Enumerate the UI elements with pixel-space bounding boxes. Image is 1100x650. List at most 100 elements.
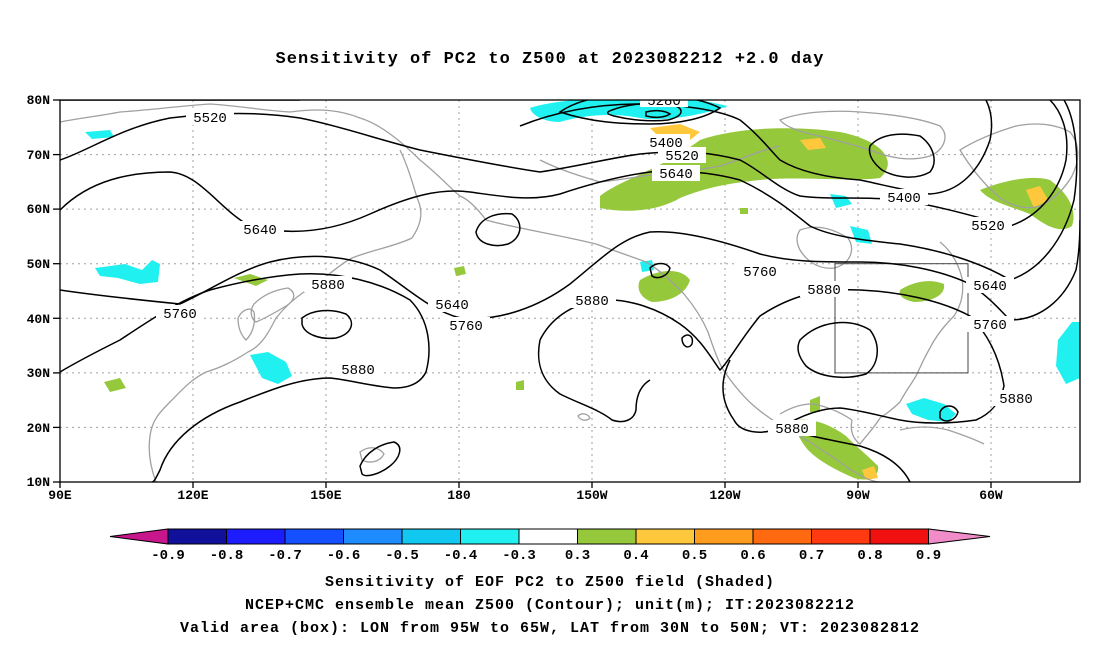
contour-5880-loop-pacific xyxy=(301,309,353,340)
axis-ticks xyxy=(53,99,992,488)
colorbar-tick-label: 0.6 xyxy=(740,548,765,564)
contour-label-13-text: 5760 xyxy=(743,265,777,281)
green-patch-mexico xyxy=(795,419,879,480)
lat-label-50n: 50N xyxy=(27,257,50,272)
contour-label-7-text: 5880 xyxy=(311,278,345,294)
contour-5880-small-1 xyxy=(681,334,694,348)
lat-label-70n: 70N xyxy=(27,148,50,163)
contour-label-19-text: 5880 xyxy=(999,392,1033,408)
contour-label-4: 5520 xyxy=(658,147,706,165)
coast-korea xyxy=(237,308,256,341)
contour-5280 xyxy=(558,100,722,125)
coast-greenland xyxy=(959,123,1079,209)
longitude-labels: 90E 120E 150E 180 150W 120W 90W 60W xyxy=(48,488,1003,503)
contour-5400-loop xyxy=(868,133,935,178)
contour-label-15: 5400 xyxy=(880,189,928,207)
coast-hawaii xyxy=(577,413,591,421)
contour-label-10-text: 5760 xyxy=(449,319,483,335)
contour-label-5: 5640 xyxy=(652,165,700,183)
contour-5280-core xyxy=(645,109,672,119)
green-patch-alaska xyxy=(638,270,690,302)
coast-florida xyxy=(850,417,881,445)
colorbar-swatch xyxy=(401,528,461,545)
lat-label-10n: 10N xyxy=(27,475,50,490)
colorbar-tick-label: 0.5 xyxy=(682,548,707,564)
cyan-patch-pacific xyxy=(250,352,292,384)
lon-label-150w: 150W xyxy=(576,488,607,503)
yellow-patch-greenland xyxy=(1026,186,1048,208)
contour-label-20: 5880 xyxy=(768,420,816,438)
contour-label-12: 5880 xyxy=(334,361,382,379)
colorbar-tick-label: -0.9 xyxy=(151,548,185,564)
green-patch-small-4 xyxy=(516,380,524,390)
colorbar-tick-label: 0.4 xyxy=(623,548,648,564)
contour-5760 xyxy=(60,219,1080,321)
contour-5880-central xyxy=(539,288,1005,433)
coast-na-east xyxy=(879,241,964,419)
colorbar-swatch xyxy=(167,528,227,545)
coast-kamchatka xyxy=(399,149,422,239)
contour-label-3: 5400 xyxy=(642,134,690,152)
contour-labels: 5520 5280 5400 5520 5640 5640 5880 5760 … xyxy=(156,94,1040,438)
contour-5400-north xyxy=(60,100,993,195)
contour-label-4-text: 5520 xyxy=(665,149,699,165)
colorbar-swatch xyxy=(284,528,344,545)
colorbar-tick-label: 0.8 xyxy=(857,548,882,564)
lat-label-60n: 60N xyxy=(27,202,50,217)
lat-label-20n: 20N xyxy=(27,421,50,436)
colorbar-swatch xyxy=(518,528,578,545)
contour-label-8: 5760 xyxy=(156,305,204,323)
footer-line-3: Valid area (box): LON from 95W to 65W, L… xyxy=(179,620,921,637)
lon-label-120e: 120E xyxy=(177,488,208,503)
green-patch-small-5 xyxy=(740,208,748,214)
coast-asia-east xyxy=(148,237,413,482)
lon-label-60w: 60W xyxy=(979,488,1003,503)
contour-label-16-text: 5520 xyxy=(971,219,1005,235)
contour-label-15-text: 5400 xyxy=(887,191,921,207)
colorbar-tick-label: -0.3 xyxy=(502,548,536,564)
cyan-patch-west xyxy=(85,130,114,139)
contour-label-5-text: 5640 xyxy=(659,167,693,183)
contour-label-2: 5280 xyxy=(640,94,688,110)
colorbar-swatch xyxy=(343,528,403,545)
contour-label-6: 5640 xyxy=(236,221,284,239)
contour-label-12-text: 5880 xyxy=(341,363,375,379)
contour-label-14-text: 5880 xyxy=(807,283,841,299)
contour-label-17: 5640 xyxy=(966,277,1014,295)
contour-label-10: 5760 xyxy=(442,317,490,335)
contour-label-2-text: 5280 xyxy=(647,94,681,110)
coast-pacific-islands xyxy=(359,447,385,463)
colorbar-tick-label: -0.7 xyxy=(268,548,302,564)
coast-japan xyxy=(250,287,295,323)
green-patch-northeast-us xyxy=(899,281,945,302)
contour-label-19: 5880 xyxy=(992,390,1040,408)
coast-gulf xyxy=(779,403,853,421)
colorbar-tick-label: -0.8 xyxy=(210,548,244,564)
colorbar-tick-label: 0.9 xyxy=(916,548,941,564)
colorbar-swatch xyxy=(869,528,929,545)
contour-label-11: 5880 xyxy=(568,292,616,310)
colorbar-swatch xyxy=(226,528,286,545)
contour-label-1-text: 5520 xyxy=(193,111,227,127)
coast-caribbean xyxy=(899,426,985,445)
contour-label-16: 5520 xyxy=(964,217,1012,235)
contour-5880-small-2 xyxy=(939,405,959,422)
contour-label-18: 5760 xyxy=(966,316,1014,334)
lon-label-90e: 90E xyxy=(48,488,72,503)
gridlines xyxy=(60,100,1080,482)
lon-label-150e: 150E xyxy=(310,488,341,503)
contour-label-9-text: 5640 xyxy=(435,298,469,314)
colorbar-tick-label: -0.6 xyxy=(327,548,361,564)
contour-5760-loop-alaska xyxy=(649,262,671,279)
colorbar-swatch xyxy=(752,528,812,545)
map-border xyxy=(59,99,1081,483)
cyan-patch-atlantic xyxy=(906,398,956,422)
footer-line-2: NCEP+CMC ensemble mean Z500 (Contour); u… xyxy=(244,597,856,614)
latitude-labels: 80N 70N 60N 50N 40N 30N 20N 10N xyxy=(27,93,50,490)
contour-label-1: 5520 xyxy=(186,109,234,127)
cyan-patch-asia xyxy=(95,260,160,284)
lon-label-120w: 120W xyxy=(709,488,740,503)
contour-label-9: 5640 xyxy=(428,296,476,314)
yellow-patch-mexico xyxy=(862,466,878,480)
